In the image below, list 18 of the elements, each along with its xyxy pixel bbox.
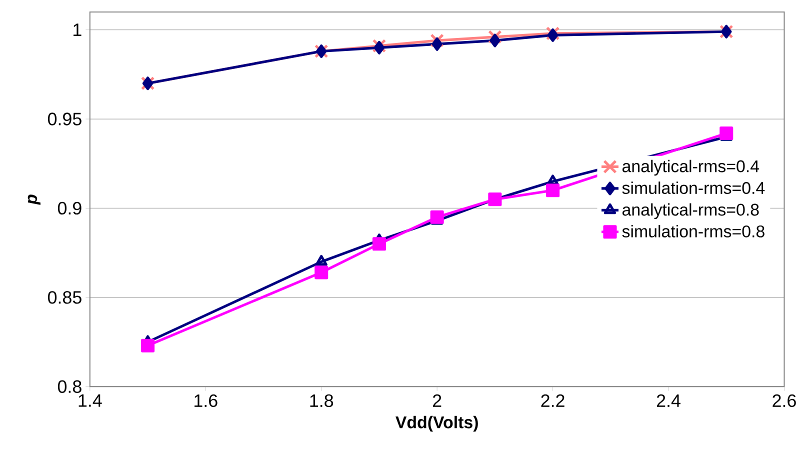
y-axis-title: p bbox=[28, 194, 40, 206]
x-tick-label: 1.4 bbox=[78, 394, 102, 407]
y-tick-label: 0.9 bbox=[58, 202, 82, 215]
y-tick-label: 1 bbox=[74, 24, 82, 36]
legend-label: simulation-rms=0.4 bbox=[622, 182, 765, 194]
legend-label: simulation-rms=0.8 bbox=[622, 225, 764, 238]
x-axis-title: Vdd(Volts) bbox=[396, 416, 478, 432]
legend-label: analytical-rms=0.4 bbox=[622, 160, 760, 176]
y-tick-label: 0.85 bbox=[48, 291, 82, 304]
x-tick-label: 1.6 bbox=[194, 394, 218, 408]
x-tick-label: 2.6 bbox=[772, 394, 796, 408]
x-tick-label: 1.8 bbox=[310, 394, 334, 408]
y-tick-label: 0.8 bbox=[58, 380, 82, 394]
y-tick-label: 0.95 bbox=[48, 112, 82, 126]
x-tick-label: 2.2 bbox=[541, 394, 564, 408]
x-tick-label: 2.4 bbox=[656, 394, 680, 408]
x-tick-label: 2 bbox=[433, 394, 442, 408]
legend-label: analytical-rms=0.8 bbox=[622, 204, 759, 220]
